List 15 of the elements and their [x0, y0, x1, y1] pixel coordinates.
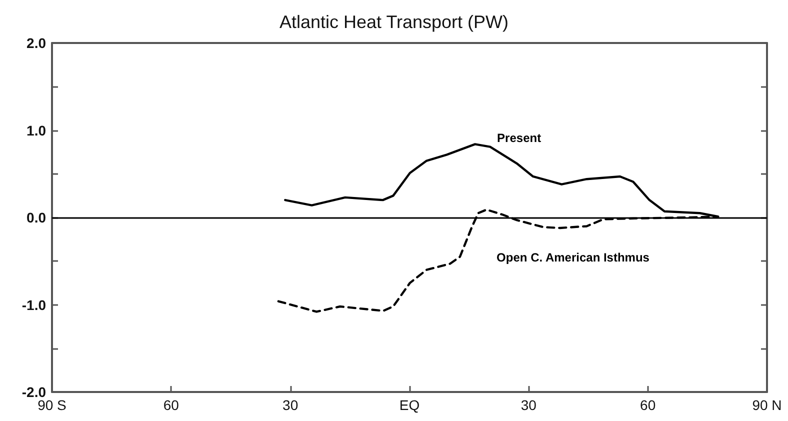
- series-label: Present: [497, 131, 542, 146]
- y-tick-label: 0.0: [26, 210, 46, 226]
- x-tick-label: 30: [282, 397, 298, 413]
- chart-title: Atlantic Heat Transport (PW): [279, 12, 509, 32]
- x-tick-label: EQ: [399, 397, 420, 413]
- x-tick-label: 90 N: [752, 397, 782, 413]
- x-tick-label: 60: [640, 397, 656, 413]
- text: Open C. American Isthmus: [496, 250, 650, 265]
- y-tick-label: 1.0: [26, 122, 46, 138]
- x-tick-label: 60: [163, 397, 180, 413]
- y-tick-label: 2.0: [26, 35, 46, 51]
- y-tick-label: -2.0: [22, 384, 46, 400]
- x-tick-label: 90 S: [38, 397, 66, 413]
- x-tick-label: 30: [520, 397, 537, 413]
- y-tick-label: -1.0: [22, 296, 46, 313]
